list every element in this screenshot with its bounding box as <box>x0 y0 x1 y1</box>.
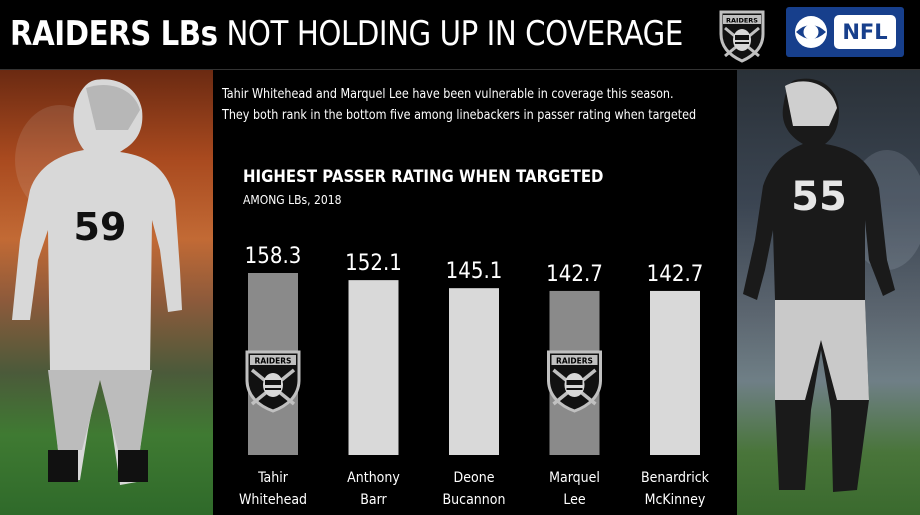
cbs-eye-icon <box>795 16 827 48</box>
chart-title: HIGHEST PASSER RATING WHEN TARGETED <box>243 167 604 187</box>
header-bar: RAIDERS LBs NOT HOLDING UP IN COVERAGE R… <box>0 0 920 70</box>
player-photo-lee: 55 <box>737 70 920 515</box>
title-bold: RAIDERS LBs <box>10 14 218 54</box>
title-light: NOT HOLDING UP IN COVERAGE <box>226 14 683 54</box>
value-label-1: 152.1 <box>345 251 402 276</box>
player-silhouette-right: 55 <box>743 78 920 492</box>
intro-line-2: They both rank in the bottom five among … <box>222 107 697 123</box>
player-photo-whitehead: 59 <box>0 70 213 515</box>
category-label-2-0: Deone <box>454 470 495 486</box>
intro-line-1: Tahir Whitehead and Marquel Lee have bee… <box>222 86 674 102</box>
page-title: RAIDERS LBs NOT HOLDING UP IN COVERAGE <box>10 12 683 56</box>
cbs-nfl-logo: NFL <box>786 7 904 57</box>
bar-4 <box>650 290 700 455</box>
bar-raiders-logo-icon-3: RAIDERS <box>547 350 602 413</box>
player-silhouette-left: 59 <box>12 79 182 485</box>
raiders-logo-text: RAIDERS <box>726 17 758 25</box>
category-label-2-1: Bucannon <box>443 492 506 508</box>
svg-text:55: 55 <box>791 174 847 220</box>
category-label-0-0: Tahir <box>257 470 289 486</box>
value-label-4: 142.7 <box>647 262 704 287</box>
bar-logo-text-0: RAIDERS <box>255 357 292 366</box>
bar-2 <box>449 288 499 455</box>
raiders-logo-icon: RAIDERS <box>719 10 765 63</box>
bar-raiders-logo-icon-0: RAIDERS <box>245 350 301 413</box>
category-label-3-0: Marquel <box>549 470 600 486</box>
category-label-0-1: Whitehead <box>239 492 307 508</box>
bar-chart: 158.3 RAIDERS Tahir Whitehead 152.1 Anthony Ba… <box>239 244 710 508</box>
nfl-wordmark: NFL <box>834 15 896 49</box>
category-label-1-0: Anthony <box>347 470 400 486</box>
value-label-2: 145.1 <box>446 259 503 284</box>
chart-subtitle: AMONG LBs, 2018 <box>243 193 342 207</box>
value-label-3: 142.7 <box>546 262 603 287</box>
category-label-4-1: McKinney <box>645 492 706 508</box>
category-label-1-1: Barr <box>360 492 387 508</box>
intro-text: Tahir Whitehead and Marquel Lee have bee… <box>222 84 732 126</box>
bar-logo-text-3: RAIDERS <box>556 357 593 366</box>
svg-text:59: 59 <box>74 205 127 249</box>
bar-1 <box>348 280 399 455</box>
value-label-0: 158.3 <box>245 244 302 269</box>
category-label-3-1: Lee <box>563 492 586 508</box>
category-label-4-0: Benardrick <box>641 470 710 486</box>
